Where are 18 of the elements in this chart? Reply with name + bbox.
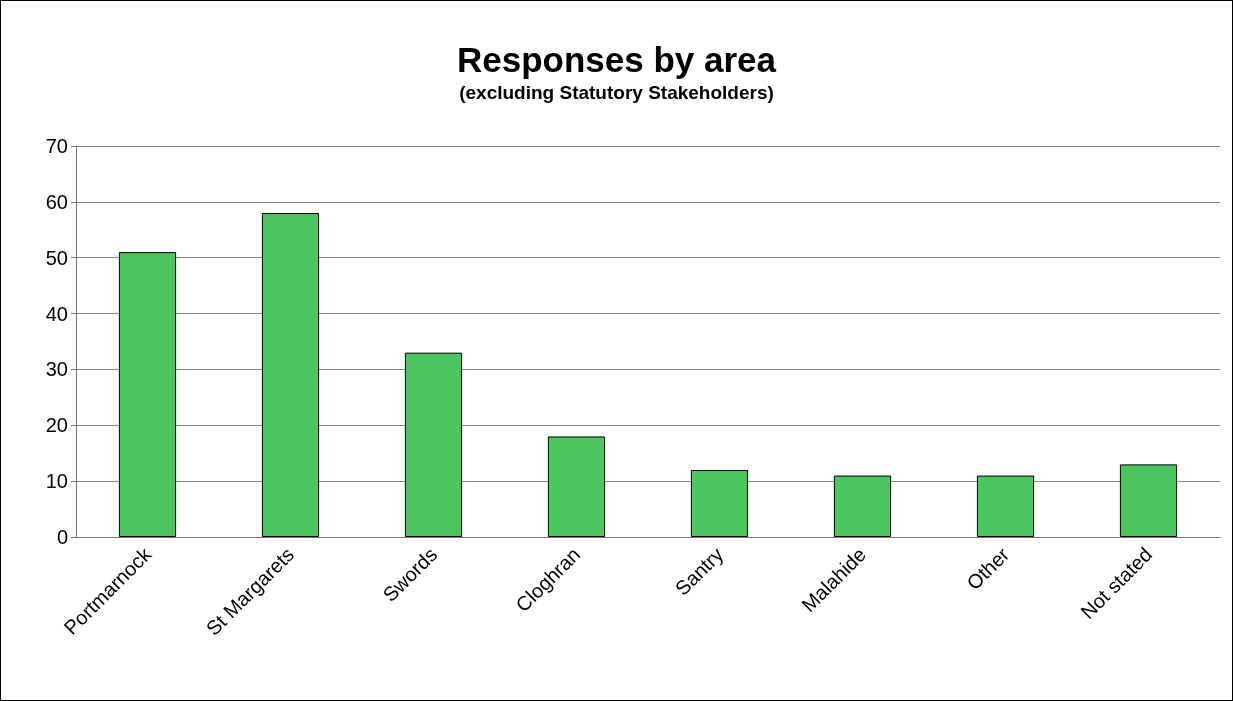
bar — [1119, 464, 1178, 537]
bar — [404, 352, 463, 537]
y-tick-label: 70 — [45, 135, 68, 157]
chart-subtitle: (excluding Statutory Stakeholders) — [459, 82, 774, 103]
y-tick-label: 40 — [45, 302, 68, 325]
bar — [976, 475, 1035, 537]
y-tick-label: 20 — [45, 414, 68, 437]
bar — [261, 213, 320, 537]
bar — [547, 436, 606, 537]
chart-title: Responses by area — [456, 40, 777, 79]
y-tick-label: 30 — [45, 358, 68, 381]
y-tick-label: 0 — [56, 526, 68, 548]
y-tick-label: 10 — [45, 470, 68, 493]
y-tick-label: 50 — [45, 246, 68, 269]
bar — [690, 469, 749, 537]
y-tick-label: 60 — [45, 190, 68, 213]
bar — [833, 475, 892, 537]
bar — [118, 252, 177, 537]
